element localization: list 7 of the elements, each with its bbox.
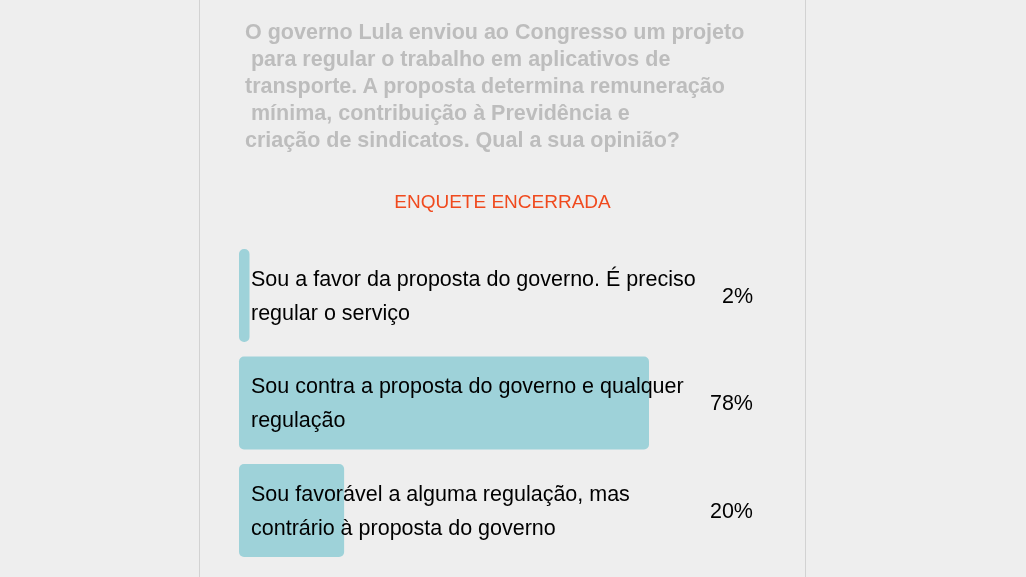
y-tick-label: Sou contra a proposta do governo e qualquer regulação [251, 374, 690, 432]
y-tick-label: Sou a favor da proposta do governo. É preciso regular o serviço [251, 265, 702, 325]
data-label: 78% [709, 391, 753, 415]
y-tick-label: Sou favorável a alguma regulação, mas contrário à proposta do governo [251, 481, 636, 540]
data-label: 2% [721, 283, 753, 308]
data-label: 20% [709, 498, 753, 523]
chart-subtitle: ENQUETE ENCERRADA [394, 191, 612, 212]
